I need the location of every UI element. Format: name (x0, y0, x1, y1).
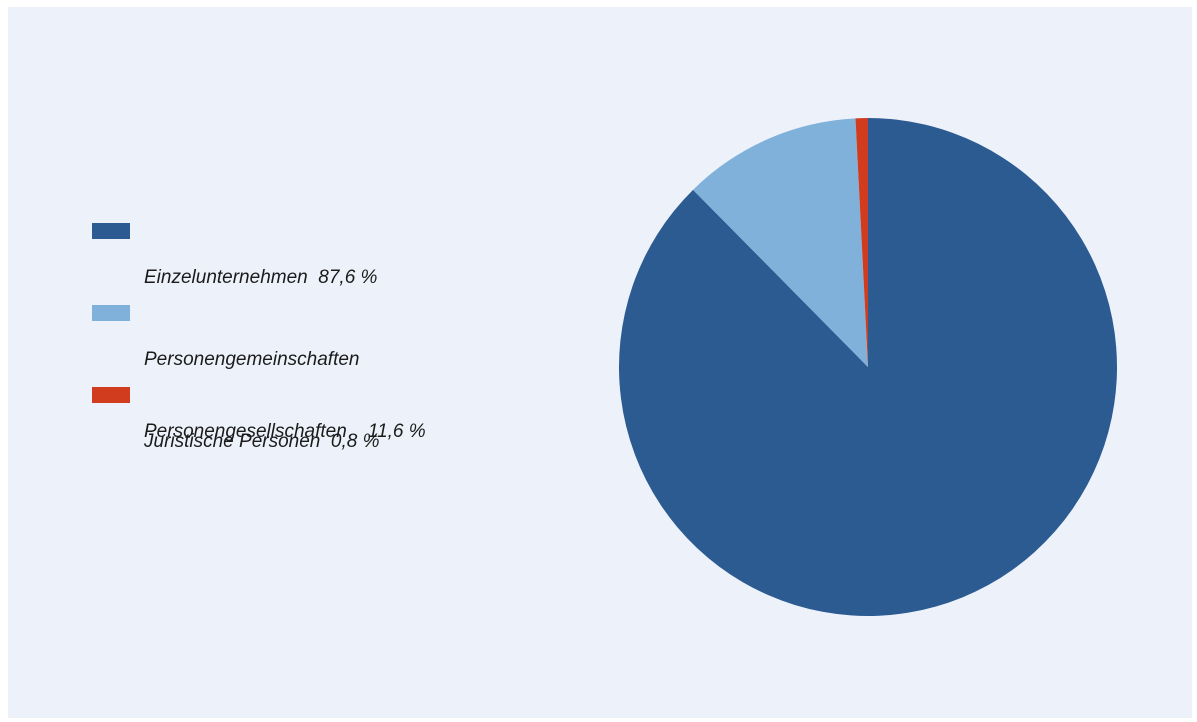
legend-item-personengesellschaften: Personengemeinschaften Personengesellsch… (92, 300, 426, 492)
pie-chart (619, 118, 1118, 616)
legend-item-einzelunternehmen: Einzelunternehmen 87,6 % (92, 218, 377, 338)
legend-label-personengesellschaften: Personengemeinschaften Personengesellsch… (144, 349, 426, 442)
legend-swatch-einzelunternehmen (92, 223, 130, 239)
pie-slice-personengesellschaften (693, 118, 868, 367)
legend: Einzelunternehmen 87,6 % Personengemeins… (8, 7, 568, 718)
legend-swatch-personengesellschaften (92, 305, 130, 321)
legend-swatch-juristische-personen (92, 387, 130, 403)
pie-slice-einzelunternehmen (619, 118, 1118, 616)
legend-item-juristische-personen: Juristische Personen 0,8 % (92, 382, 380, 502)
legend-label-einzelunternehmen: Einzelunternehmen 87,6 % (144, 267, 378, 288)
chart-panel: Einzelunternehmen 87,6 % Personengemeins… (8, 7, 1192, 718)
legend-label-juristische-personen: Juristische Personen 0,8 % (144, 431, 380, 452)
pie-slice-juristische-personen (855, 118, 868, 367)
